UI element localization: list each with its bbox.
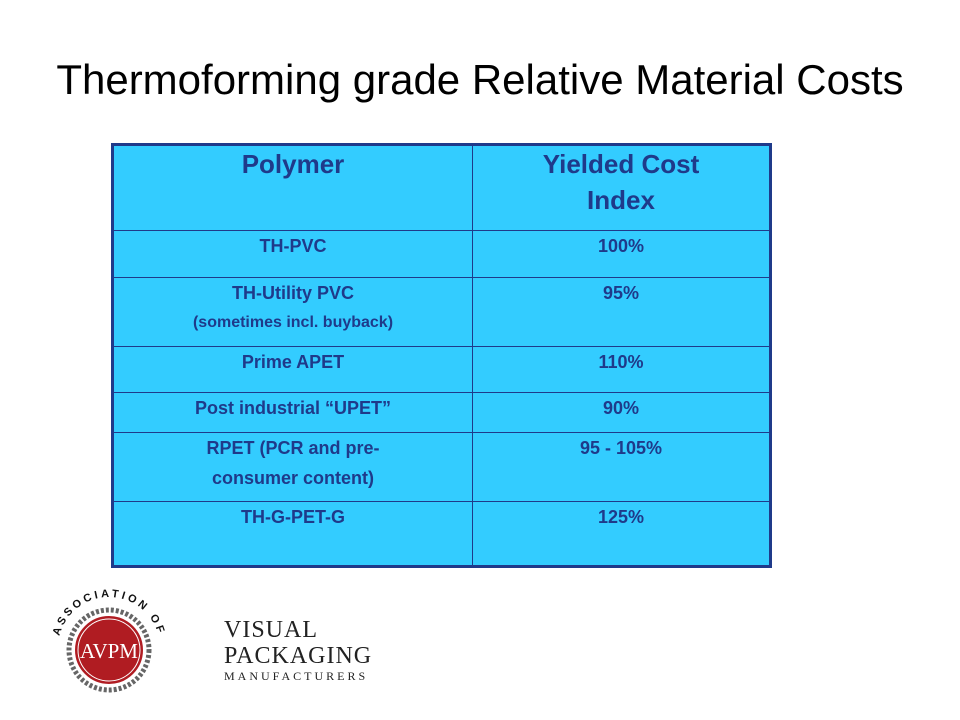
cell-polymer: RPET (PCR and pre- consumer content) [111,432,473,502]
logo-line1: VISUAL [224,617,318,643]
table-header-row: Polymer Yielded Cost Index [111,143,772,231]
cell-index: 95 - 105% [472,432,772,502]
table-row: Post industrial “UPET” 90% [111,392,772,433]
avpm-seal-icon: ASSOCIATION OF AVPM [51,588,164,693]
table-row: TH-PVC 100% [111,230,772,278]
cell-polymer: Prime APET [111,346,473,393]
header-yielded-cost-index: Yielded Cost Index [472,143,772,231]
cell-polymer: TH-G-PET-G [111,501,473,568]
table-row: RPET (PCR and pre- consumer content) 95 … [111,432,772,502]
cell-index: 125% [472,501,772,568]
logo-wordmark: VISUAL PACKAGING MANUFACTURERS [224,618,372,682]
table-row: TH-Utility PVC (sometimes incl. buyback)… [111,277,772,347]
polymer-line1: RPET (PCR and pre- [206,438,380,458]
logo-line3: MANUFACTURERS [224,669,369,683]
cost-table: Polymer Yielded Cost Index TH-PVC 100% T… [111,143,772,568]
cell-index: 100% [472,230,772,278]
polymer-line2: consumer content) [211,468,375,488]
cell-polymer: TH-PVC [111,230,473,278]
header-polymer: Polymer [111,143,473,231]
cell-index: 90% [472,392,772,433]
cell-polymer: TH-Utility PVC (sometimes incl. buyback) [111,277,473,347]
cell-polymer: Post industrial “UPET” [111,392,473,433]
header-cost-line1: Yielded Cost [542,149,700,179]
cell-index: 95% [472,277,772,347]
avpm-logo: ASSOCIATION OF AVPM VISUAL PACKAGING MAN… [44,586,371,706]
table-row: TH-G-PET-G 125% [111,501,772,568]
cell-index: 110% [472,346,772,393]
polymer-note: (sometimes incl. buyback) [192,314,394,331]
seal-initials: AVPM [80,639,138,663]
header-cost-line2: Index [587,185,655,215]
slide-title: Thermoforming grade Relative Material Co… [56,56,904,103]
polymer-name: TH-Utility PVC [231,283,354,303]
logo-line2: PACKAGING [224,643,373,669]
table-row: Prime APET 110% [111,346,772,393]
